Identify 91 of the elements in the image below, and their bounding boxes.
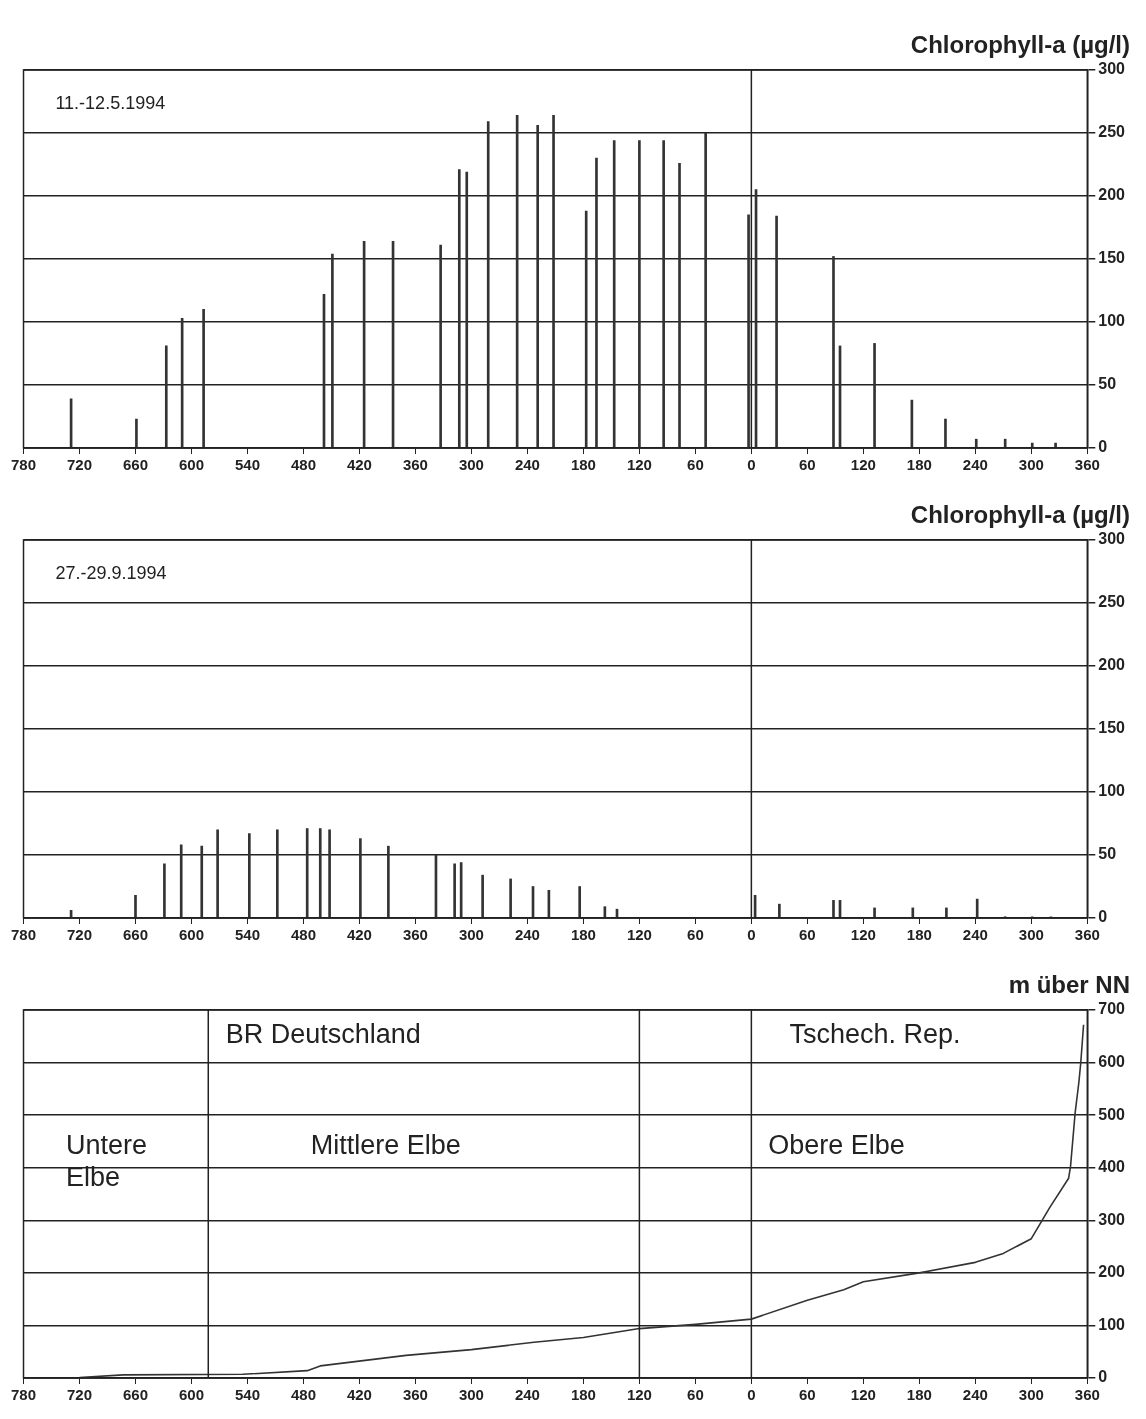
annotation: 11.-12.5.1994 xyxy=(55,92,166,113)
x-tick-label: 120 xyxy=(850,456,876,474)
x-tick-label: 0 xyxy=(747,926,756,944)
x-tick-label: 240 xyxy=(962,456,988,474)
x-tick-label: 300 xyxy=(458,456,484,474)
x-tick-label: 300 xyxy=(1018,456,1044,474)
y-tick-label: 250 xyxy=(1098,123,1126,141)
x-tick-label: 60 xyxy=(687,1386,704,1404)
x-tick-label: 660 xyxy=(122,926,149,944)
x-tick-label: 540 xyxy=(234,926,260,944)
y-tick-label: 50 xyxy=(1098,845,1117,863)
x-tick-label: 240 xyxy=(962,926,988,944)
x-tick-label: 540 xyxy=(234,1386,260,1404)
x-tick-label: 120 xyxy=(850,1386,876,1404)
y-tick-label: 300 xyxy=(1098,1210,1126,1228)
y-tick-label: 400 xyxy=(1098,1158,1126,1176)
y-tick-label: 50 xyxy=(1098,375,1117,393)
y-tick-label: 700 xyxy=(1098,1000,1126,1018)
annotation: BR Deutschland xyxy=(225,1019,421,1050)
annotation: Tschech. Rep. xyxy=(789,1019,961,1050)
x-tick-label: 480 xyxy=(290,456,316,474)
x-tick-label: 240 xyxy=(514,456,540,474)
x-tick-label: 360 xyxy=(1074,456,1100,474)
y-tick-label: 500 xyxy=(1098,1105,1126,1123)
x-tick-label: 600 xyxy=(178,456,204,474)
x-tick-label: 660 xyxy=(122,1386,149,1404)
x-tick-label: 780 xyxy=(11,1386,37,1404)
x-tick-label: 300 xyxy=(1018,1386,1044,1404)
x-tick-label: 120 xyxy=(850,926,876,944)
x-tick-label: 360 xyxy=(402,1386,428,1404)
y-tick-label: 200 xyxy=(1098,186,1126,204)
x-tick-label: 720 xyxy=(66,456,93,474)
y-tick-label: 600 xyxy=(1098,1052,1126,1070)
x-tick-label: 300 xyxy=(458,926,484,944)
x-tick-label: 60 xyxy=(799,926,816,944)
x-tick-label: 360 xyxy=(1074,1386,1100,1404)
x-tick-label: 300 xyxy=(458,1386,484,1404)
y-tick-label: 250 xyxy=(1098,593,1126,611)
x-tick-label: 600 xyxy=(178,926,204,944)
x-tick-label: 0 xyxy=(747,456,756,474)
x-tick-label: 720 xyxy=(66,926,93,944)
y-tick-label: 150 xyxy=(1098,249,1126,267)
x-tick-label: 780 xyxy=(11,926,37,944)
y-tick-label: 100 xyxy=(1098,1315,1126,1333)
x-tick-label: 420 xyxy=(346,1386,372,1404)
x-tick-label: 300 xyxy=(1018,926,1044,944)
y-tick-label: 150 xyxy=(1098,719,1126,737)
x-tick-label: 60 xyxy=(687,926,704,944)
y-axis-title: Chlorophyll-a (µg/l) xyxy=(910,500,1130,528)
x-tick-label: 60 xyxy=(687,456,704,474)
y-tick-label: 0 xyxy=(1098,908,1108,926)
x-tick-label: 240 xyxy=(514,926,540,944)
x-tick-label: 600 xyxy=(178,1386,204,1404)
y-axis-title: Chlorophyll-a (µg/l) xyxy=(910,30,1130,58)
x-tick-label: 360 xyxy=(1074,926,1100,944)
x-tick-label: 120 xyxy=(626,1386,652,1404)
x-tick-label: 360 xyxy=(402,926,428,944)
y-tick-label: 0 xyxy=(1098,1368,1108,1386)
x-tick-label: 240 xyxy=(514,1386,540,1404)
x-tick-label: 180 xyxy=(570,926,596,944)
x-tick-label: 120 xyxy=(626,926,652,944)
x-tick-label: 480 xyxy=(290,1386,316,1404)
annotation: 27.-29.9.1994 xyxy=(55,562,167,583)
y-tick-label: 100 xyxy=(1098,782,1126,800)
y-tick-label: 200 xyxy=(1098,656,1126,674)
x-tick-label: 180 xyxy=(906,1386,932,1404)
x-tick-label: 420 xyxy=(346,926,372,944)
x-tick-label: 420 xyxy=(346,456,372,474)
x-tick-label: 720 xyxy=(66,1386,93,1404)
x-tick-label: 180 xyxy=(570,456,596,474)
y-tick-label: 300 xyxy=(1098,530,1126,548)
x-tick-label: 480 xyxy=(290,926,316,944)
x-tick-label: 60 xyxy=(799,456,816,474)
x-tick-label: 360 xyxy=(402,456,428,474)
x-tick-label: 180 xyxy=(570,1386,596,1404)
y-tick-label: 200 xyxy=(1098,1263,1126,1281)
x-tick-label: 180 xyxy=(906,456,932,474)
x-tick-label: 240 xyxy=(962,1386,988,1404)
x-tick-label: 180 xyxy=(906,926,932,944)
annotation: Obere Elbe xyxy=(768,1129,905,1160)
x-tick-label: 660 xyxy=(122,456,149,474)
y-tick-label: 100 xyxy=(1098,312,1126,330)
x-tick-label: 0 xyxy=(747,1386,756,1404)
x-tick-label: 60 xyxy=(799,1386,816,1404)
x-tick-label: 780 xyxy=(11,456,37,474)
x-tick-label: 540 xyxy=(234,456,260,474)
x-tick-label: 120 xyxy=(626,456,652,474)
y-tick-label: 300 xyxy=(1098,60,1126,78)
y-tick-label: 0 xyxy=(1098,438,1108,456)
y-axis-title: m über NN xyxy=(1008,970,1130,998)
annotation: Mittlere Elbe xyxy=(310,1129,461,1160)
